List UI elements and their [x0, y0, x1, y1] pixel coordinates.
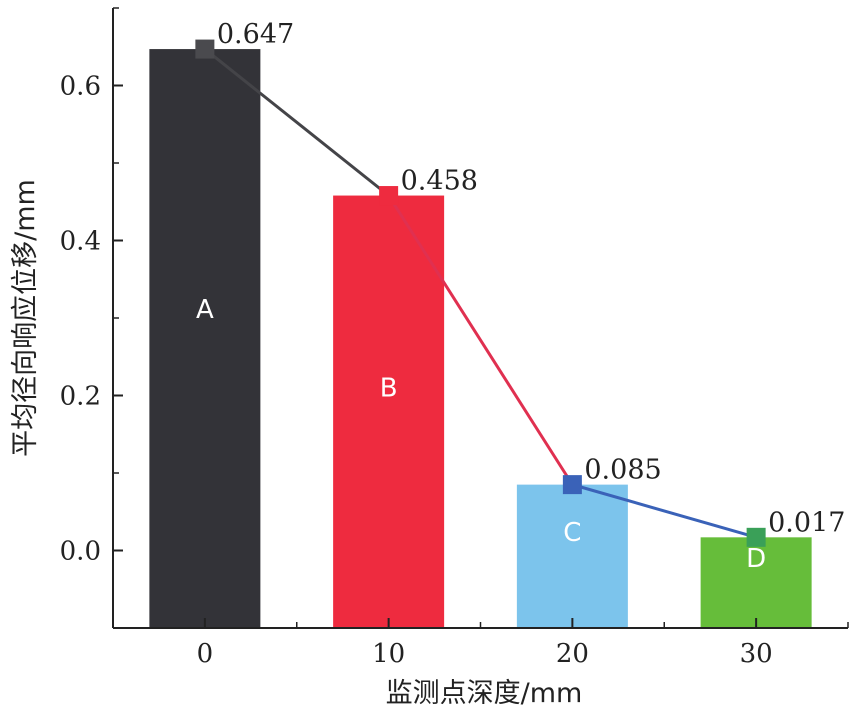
data-label-a: 0.647 [217, 19, 294, 50]
x-tick-label: 10 [372, 639, 405, 669]
line-segment-2 [387, 194, 574, 486]
bar-letter-d: D [746, 544, 766, 574]
line-marker-c [562, 475, 582, 495]
y-tick-label: 0.2 [60, 382, 101, 412]
bar-letter-a: A [196, 295, 214, 325]
line-marker-b [379, 186, 399, 206]
bar-d [700, 537, 812, 628]
x-tick-label: 30 [740, 639, 773, 669]
bar-letter-b: B [380, 373, 398, 403]
bar-letter-c: C [563, 518, 581, 548]
line-marker-a [195, 39, 215, 59]
bar-a [149, 49, 261, 628]
data-label-b: 0.458 [401, 166, 478, 197]
bar-c [516, 484, 628, 628]
axes-layer: 0.0 0.2 0.4 0.6 0 10 20 30 [60, 7, 849, 669]
data-label-c: 0.085 [584, 455, 661, 486]
x-axis-title: 监测点深度/mm [386, 678, 583, 709]
labels-layer: A B C D 0.647 0.458 0.085 0.017 [196, 19, 845, 574]
y-tick-label: 0.6 [60, 72, 101, 102]
y-axis-title: 平均径向响应位移/mm [10, 179, 41, 457]
bars-layer [149, 49, 812, 629]
y-tick-label: 0.4 [60, 227, 101, 257]
y-tick-label: 0.0 [60, 537, 101, 567]
line-segment-3 [571, 483, 757, 539]
x-tick-label: 0 [197, 639, 214, 669]
data-label-d: 0.017 [768, 507, 845, 538]
line-segment-1 [203, 47, 390, 197]
line-marker-d [746, 527, 766, 547]
line-layer [195, 39, 766, 547]
x-tick-label: 20 [556, 639, 589, 669]
bar-b [333, 195, 445, 629]
